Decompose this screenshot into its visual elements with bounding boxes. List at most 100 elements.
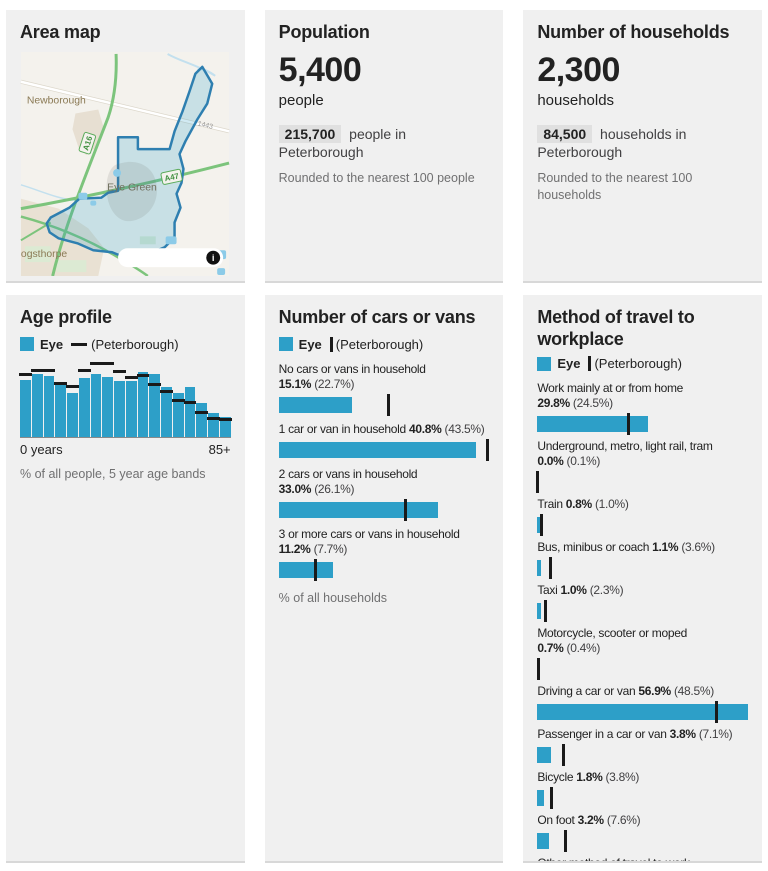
card-title: Population	[278, 22, 370, 42]
svg-text:A16: A16	[81, 134, 94, 151]
card-population: Population 5,400 people 215,700 people i…	[264, 10, 504, 283]
chart-footnote: % of all households	[278, 590, 388, 605]
card-age-profile: Age profile Eye (Peterborough) 0 years 8…	[6, 295, 245, 863]
legend-area-label: Eye	[40, 336, 64, 352]
bar-item: On foot 3.2% (7.6%)	[537, 813, 748, 853]
area-bar	[43, 375, 55, 437]
comparison-marker	[183, 401, 197, 405]
comparison-marker	[42, 368, 56, 372]
map-label-eye-green: Eye Green	[107, 182, 157, 193]
bar-track	[537, 701, 748, 724]
axis-label-right: 85+	[208, 441, 231, 457]
chart-footnote: % of all people, 5 year age bands	[20, 466, 206, 481]
area-bar	[278, 501, 439, 518]
map-pond	[78, 192, 88, 200]
comparison-marker	[562, 744, 566, 767]
age-band-65-69	[171, 362, 185, 437]
age-band-30-34	[89, 361, 103, 437]
road-shield-a47: A47	[160, 168, 183, 185]
area-bar	[537, 603, 542, 620]
area-bar	[196, 402, 208, 437]
age-band-10-14	[42, 362, 56, 437]
area-bar	[537, 833, 550, 850]
map-urban-patch	[72, 109, 105, 155]
card-cars-vans: Number of cars or vans Eye (Peterborough…	[264, 295, 504, 863]
map-label-b1443: 1443	[197, 120, 214, 130]
bar-item: Taxi 1.0% (2.3%)	[537, 583, 748, 623]
map-pond	[217, 267, 226, 275]
info-icon[interactable]: i	[206, 250, 221, 265]
area-bar	[161, 386, 172, 437]
bar-label: Motorcycle, scooter or moped 0.7% (0.4%)	[537, 626, 687, 656]
age-band-25-29	[77, 362, 91, 437]
bar-item: Bus, minibus or coach 1.1% (3.6%)	[537, 540, 748, 580]
bar-item: No cars or vans in household 15.1% (22.7…	[278, 362, 490, 416]
comparison-marker	[314, 558, 318, 581]
area-bar	[208, 413, 220, 437]
bar-label: 2 cars or vans in household 33.0% (26.1%…	[278, 466, 418, 496]
map-green-patch	[24, 245, 51, 262]
chart-legend: Eye (Peterborough)	[20, 337, 231, 352]
bar-label: 3 or more cars or vans in household 11.2…	[278, 526, 460, 556]
bar-track	[537, 658, 748, 681]
map-pond	[113, 168, 122, 177]
age-band-35-39	[101, 361, 115, 437]
bar-label: Passenger in a car or van 3.8% (7.1%)	[537, 727, 733, 742]
bar-label: Bicycle 1.8% (3.8%)	[537, 770, 640, 785]
area-map[interactable]: A16 A47 Newborough Eye Green ogsthorpe 1…	[20, 51, 230, 276]
area-bar	[102, 376, 114, 437]
bar-label: On foot 3.2% (7.6%)	[537, 813, 641, 828]
comparison-dash-icon	[71, 342, 88, 346]
age-band-45-49	[124, 362, 138, 437]
age-band-15-19	[54, 362, 68, 437]
map-green-patch	[139, 235, 156, 244]
comparison-marker	[89, 361, 103, 365]
bar-track	[278, 498, 490, 521]
area-bar	[55, 383, 67, 437]
bar-track	[537, 413, 748, 436]
comparison-marker	[113, 370, 126, 374]
bar-item: 3 or more cars or vans in household 11.2…	[278, 526, 490, 581]
age-band-75-79	[195, 362, 209, 437]
area-bar	[537, 560, 542, 577]
bar-label: Taxi 1.0% (2.3%)	[537, 583, 624, 598]
comparison-marker	[54, 381, 68, 385]
axis-label-left: 0 years	[20, 441, 63, 457]
age-band-50-54	[136, 362, 150, 437]
bar-item: Train 0.8% (1.0%)	[537, 497, 748, 537]
area-bar	[67, 392, 78, 437]
comparison-tick-icon	[588, 356, 592, 372]
age-band-40-44	[113, 362, 126, 437]
age-band-5-9	[30, 362, 44, 437]
comparison-value-chip: 84,500	[537, 124, 593, 143]
area-bar	[20, 380, 31, 437]
area-bar	[31, 373, 43, 437]
chart-legend: Eye (Peterborough)	[278, 336, 490, 352]
age-band-55-59	[148, 362, 162, 437]
road-shield-a16: A16	[78, 131, 97, 155]
map-road-a16	[51, 53, 118, 276]
comparison-marker	[626, 413, 630, 436]
map-label-newborough: Newborough	[27, 95, 86, 106]
card-travel-to-work: Method of travel to workplace Eye (Peter…	[523, 295, 762, 863]
legend-area-label: Eye	[298, 336, 322, 352]
bar-label: Bus, minibus or coach 1.1% (3.6%)	[537, 540, 715, 555]
age-chart-bars	[19, 361, 232, 438]
svg-text:A47: A47	[164, 171, 181, 183]
comparison-marker	[403, 498, 407, 521]
area-bar	[114, 381, 125, 437]
bar-label: Train 0.8% (1.0%)	[537, 497, 629, 512]
age-chart: 0 years 85+	[19, 361, 232, 457]
card-title: Number of cars or vans	[278, 307, 476, 327]
card-title: Method of travel to workplace	[537, 307, 695, 349]
card-title: Age profile	[20, 307, 112, 327]
comparison-marker	[160, 390, 173, 394]
legend-comparison-label: (Peterborough)	[91, 336, 179, 352]
map-area-boundary[interactable]	[45, 65, 214, 259]
population-unit: people	[278, 91, 324, 109]
comparison-value-chip: 215,700	[278, 124, 342, 143]
legend-comparison-label: (Peterborough)	[335, 336, 424, 352]
map-pond	[90, 200, 97, 206]
cars-chart: No cars or vans in household 15.1% (22.7…	[278, 362, 490, 581]
area-bar	[537, 704, 748, 721]
